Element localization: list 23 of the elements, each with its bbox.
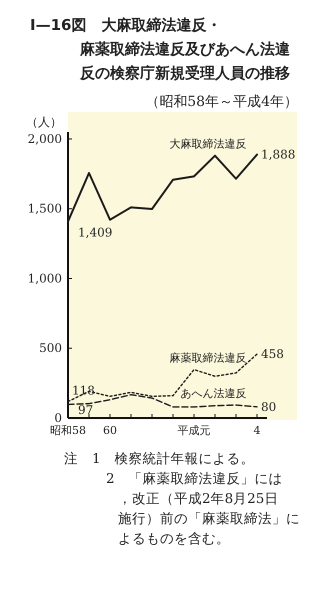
x-tick-label: 4: [254, 424, 260, 437]
x-tick-label: 60: [103, 424, 117, 437]
y-tick-label: 500: [39, 341, 62, 356]
x-tick-label: 平成元: [178, 424, 210, 437]
y-axis-title: （人）: [26, 115, 62, 129]
data-label: 80: [261, 400, 276, 414]
chart-subtitle: （昭和58年～平成4年）: [145, 94, 298, 110]
text: 2 「麻薬取締法違反」には，改正（平成2年8月25日施行）前の「麻薬取締法」によるものを含む。: [106, 471, 300, 547]
y-tick-label: 0: [54, 411, 62, 425]
series-label: 麻薬取締法違反: [170, 352, 246, 365]
chart-title: I—16図 大麻取締法違反・麻薬取締法違反及びあへん法違反の検察庁新規受理人員の推移: [30, 16, 291, 82]
data-label: 1,409: [78, 225, 112, 240]
data-label: 118: [72, 384, 95, 398]
text: 注 1 検察統計年報による。: [64, 451, 255, 467]
y-tick-label: 1,000: [28, 271, 62, 286]
x-tick-label: 昭和58: [50, 424, 86, 437]
series-label: 大麻取締法違反: [170, 138, 246, 151]
data-label: 97: [78, 403, 94, 417]
y-tick-label: 2,000: [28, 132, 62, 146]
series-label: あへん法違反: [180, 387, 246, 400]
y-tick-label: 1,500: [28, 202, 62, 216]
data-label: 458: [261, 347, 284, 362]
data-label: 1,888: [261, 148, 296, 162]
